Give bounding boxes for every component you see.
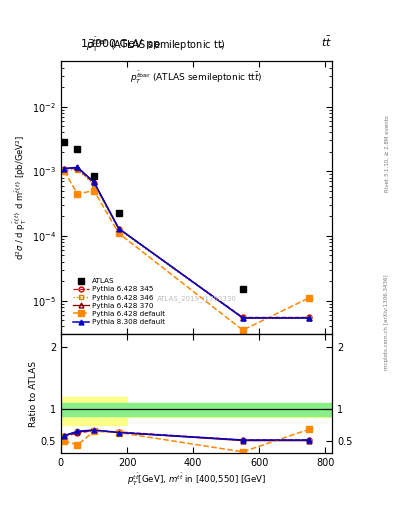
X-axis label: $p_T^{t\bar{t}}$[GeV], $m^{t\bar{t}}$ in [400,550] [GeV]: $p_T^{t\bar{t}}$[GeV], $m^{t\bar{t}}$ in… (127, 472, 266, 488)
Pythia 6.428 346 (62, 167, 66, 173)
Pythia 6.428 346 (92, 182, 96, 188)
Legend: ATLAS, Pythia 6.428 345, Pythia 6.428 346, Pythia 6.428 370, Pythia 6.428 defaul: ATLAS, Pythia 6.428 345, Pythia 6.428 34… (70, 275, 168, 328)
Line: Pythia 6.428 default: Pythia 6.428 default (61, 168, 312, 333)
ATLAS (75, 146, 80, 152)
Pythia 8.308 default (75, 164, 80, 170)
Pythia 6.428 370 (307, 315, 311, 321)
Pythia 8.308 default (307, 315, 311, 321)
Pythia 6.428 370 (92, 179, 96, 185)
Text: Rivet 3.1.10, ≥ 2.8M events: Rivet 3.1.10, ≥ 2.8M events (384, 115, 389, 192)
Pythia 6.428 370 (116, 225, 121, 231)
Line: Pythia 6.428 346: Pythia 6.428 346 (62, 167, 311, 321)
Pythia 6.428 346 (116, 227, 121, 233)
Y-axis label: Ratio to ATLAS: Ratio to ATLAS (29, 361, 38, 427)
Line: Pythia 8.308 default: Pythia 8.308 default (62, 165, 311, 321)
Pythia 6.428 default (92, 188, 96, 194)
Pythia 6.428 345 (116, 225, 121, 231)
Pythia 6.428 346 (75, 167, 80, 173)
Text: $p_\mathrm{T}^{\bar{t}\mathrm{bar}}$ (ATLAS semileptonic tt$\bar{}$): $p_\mathrm{T}^{\bar{t}\mathrm{bar}}$ (AT… (86, 35, 226, 54)
ATLAS (92, 173, 96, 179)
Pythia 6.428 345 (75, 165, 80, 172)
Pythia 6.428 370 (62, 165, 66, 172)
Pythia 6.428 default (62, 168, 66, 175)
Pythia 6.428 default (75, 190, 80, 197)
ATLAS (62, 139, 66, 145)
Pythia 6.428 345 (241, 314, 245, 321)
Pythia 8.308 default (62, 165, 66, 172)
Pythia 6.428 default (241, 327, 245, 333)
Pythia 6.428 default (307, 295, 311, 301)
Pythia 8.308 default (116, 225, 121, 231)
Line: Pythia 6.428 370: Pythia 6.428 370 (62, 165, 311, 321)
Text: mcplots.cern.ch [arXiv:1306.3436]: mcplots.cern.ch [arXiv:1306.3436] (384, 275, 389, 370)
Line: Pythia 6.428 345: Pythia 6.428 345 (62, 166, 311, 320)
Pythia 6.428 346 (241, 315, 245, 322)
Y-axis label: d$^2\sigma$ / d p$_\mathrm{T}^{\bar{t}\{t\}}$ d m$^{\bar{t}\{t\}}$ [pb/GeV$^2$]: d$^2\sigma$ / d p$_\mathrm{T}^{\bar{t}\{… (11, 135, 29, 261)
Pythia 6.428 default (116, 230, 121, 237)
Text: 13000 GeV pp: 13000 GeV pp (81, 38, 160, 49)
Pythia 6.428 345 (92, 180, 96, 186)
Pythia 8.308 default (92, 179, 96, 185)
Pythia 6.428 345 (307, 314, 311, 321)
Pythia 6.428 370 (75, 164, 80, 170)
ATLAS (116, 209, 121, 216)
Text: ATLAS_2019_I1750330: ATLAS_2019_I1750330 (156, 295, 237, 302)
Pythia 8.308 default (241, 315, 245, 321)
Text: $p_T^{\bar{t}\mathrm{bar}}$ (ATLAS semileptonic tt$\bar{t}$): $p_T^{\bar{t}\mathrm{bar}}$ (ATLAS semil… (130, 70, 263, 86)
ATLAS (241, 286, 245, 292)
Text: $t\bar{t}$: $t\bar{t}$ (321, 34, 332, 49)
Pythia 6.428 370 (241, 315, 245, 321)
Pythia 6.428 345 (62, 165, 66, 172)
Line: ATLAS: ATLAS (61, 139, 246, 292)
Pythia 6.428 346 (307, 315, 311, 322)
